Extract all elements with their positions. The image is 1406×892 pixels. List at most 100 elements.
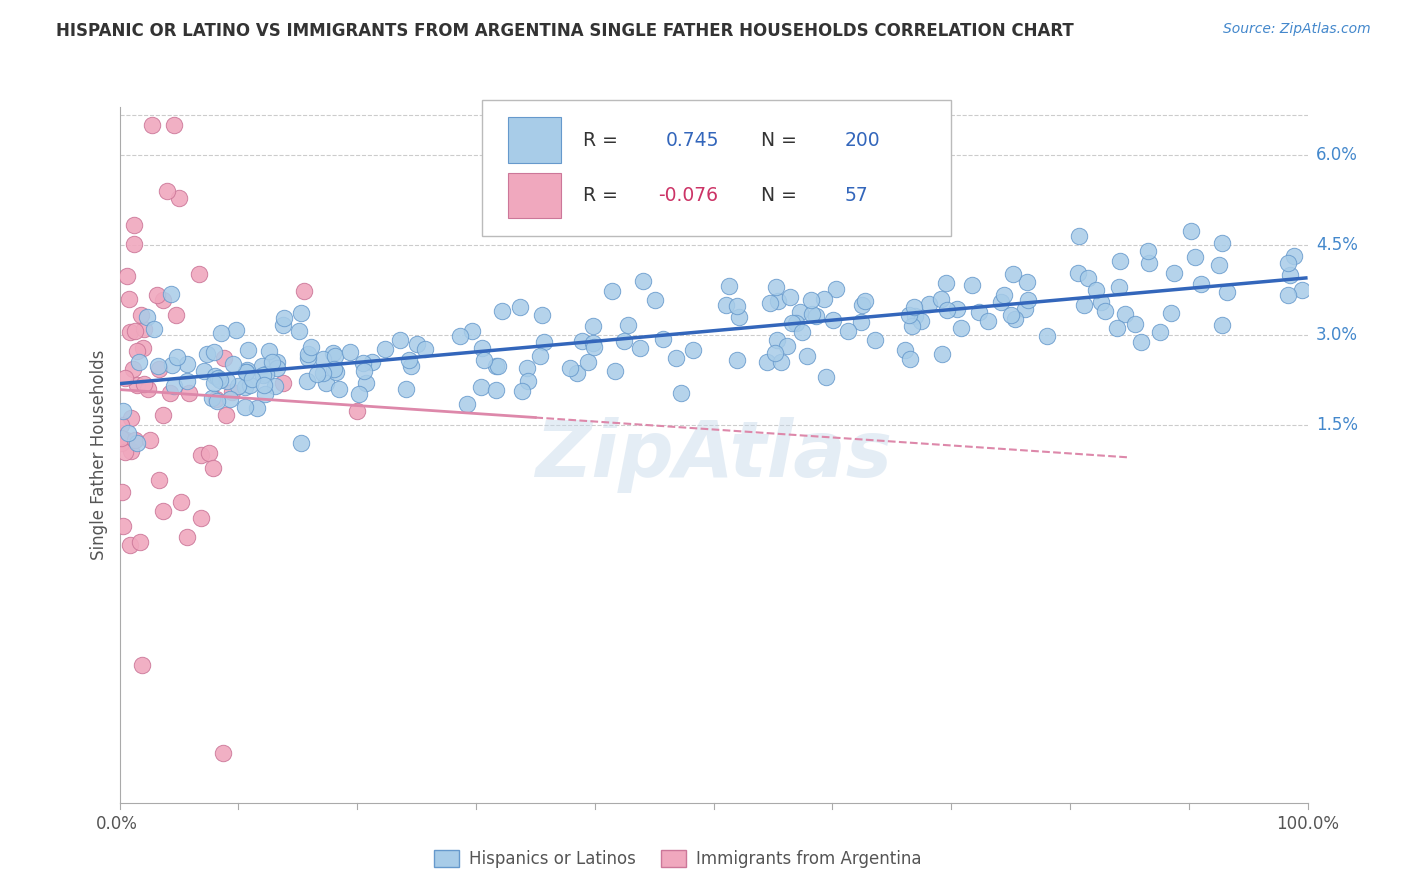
Point [837,324,859,338]
Point [207,370,229,384]
Point [354,376,377,391]
Point [312,351,335,366]
Point [120,325,142,339]
Point [202,376,225,390]
Point [205,392,228,407]
Point [531,308,554,322]
Point [118,292,141,306]
Point [398,353,420,368]
Point [111,485,134,500]
Point [851,298,873,312]
Point [671,386,693,401]
Point [118,538,141,552]
Text: 100.0%: 100.0% [1277,814,1339,833]
Point [236,363,259,377]
Point [1014,301,1036,316]
Point [266,360,288,375]
Point [1073,298,1095,312]
Point [134,321,156,335]
Point [246,401,269,416]
Point [120,410,142,425]
Point [110,418,132,433]
Point [352,356,374,370]
Point [328,382,350,396]
Point [1018,293,1040,308]
Point [581,335,603,350]
Point [485,383,508,397]
Point [516,374,538,388]
Point [323,362,346,376]
Point [167,191,190,205]
Point [253,377,276,392]
Point [292,284,315,298]
Point [1004,311,1026,326]
Point [486,359,509,373]
Point [124,433,146,447]
Point [219,392,242,407]
Point [576,355,599,369]
Point [112,519,135,533]
Point [136,382,159,396]
Point [131,341,153,355]
Text: R =: R = [583,130,617,150]
Point [718,279,741,293]
Point [785,317,807,331]
Text: 0.0%: 0.0% [96,814,138,833]
Point [297,351,319,366]
Point [176,357,198,371]
Point [197,446,219,460]
Point [582,319,605,334]
Point [1001,267,1024,281]
Point [491,304,513,318]
Point [962,277,984,292]
Point [565,366,588,380]
Point [215,374,238,388]
Point [139,433,162,447]
Point [165,308,187,322]
Point [271,318,294,332]
Point [800,307,823,321]
Point [935,303,957,318]
Text: Source: ZipAtlas.com: Source: ZipAtlas.com [1223,22,1371,37]
Text: 3.0%: 3.0% [1316,326,1358,344]
Point [114,445,136,459]
Text: 1.5%: 1.5% [1316,416,1358,434]
Point [415,342,437,356]
Point [257,344,280,359]
Point [295,374,318,388]
Point [759,296,782,310]
Point [813,293,835,307]
Point [780,316,803,330]
Point [1137,244,1160,258]
Point [163,118,186,132]
Point [205,394,228,409]
Point [1149,325,1171,339]
Point [347,386,370,401]
Point [122,361,145,376]
Point [1000,308,1022,322]
Point [360,355,382,369]
Point [582,340,605,354]
Point [461,324,484,338]
Point [766,293,789,308]
Point [1211,235,1233,250]
Point [1180,224,1202,238]
Point [253,387,276,401]
Point [1184,250,1206,264]
Point [152,504,174,518]
Point [129,309,152,323]
Point [1208,258,1230,272]
Point [233,400,256,414]
Point [796,349,818,363]
Text: 57: 57 [844,186,868,205]
Point [931,347,953,361]
Point [323,349,346,363]
Point [1160,306,1182,320]
Point [904,309,927,323]
Point [714,298,737,312]
Point [214,351,236,365]
Point [728,310,751,325]
Point [946,301,969,316]
Point [756,355,779,369]
Point [950,320,973,334]
